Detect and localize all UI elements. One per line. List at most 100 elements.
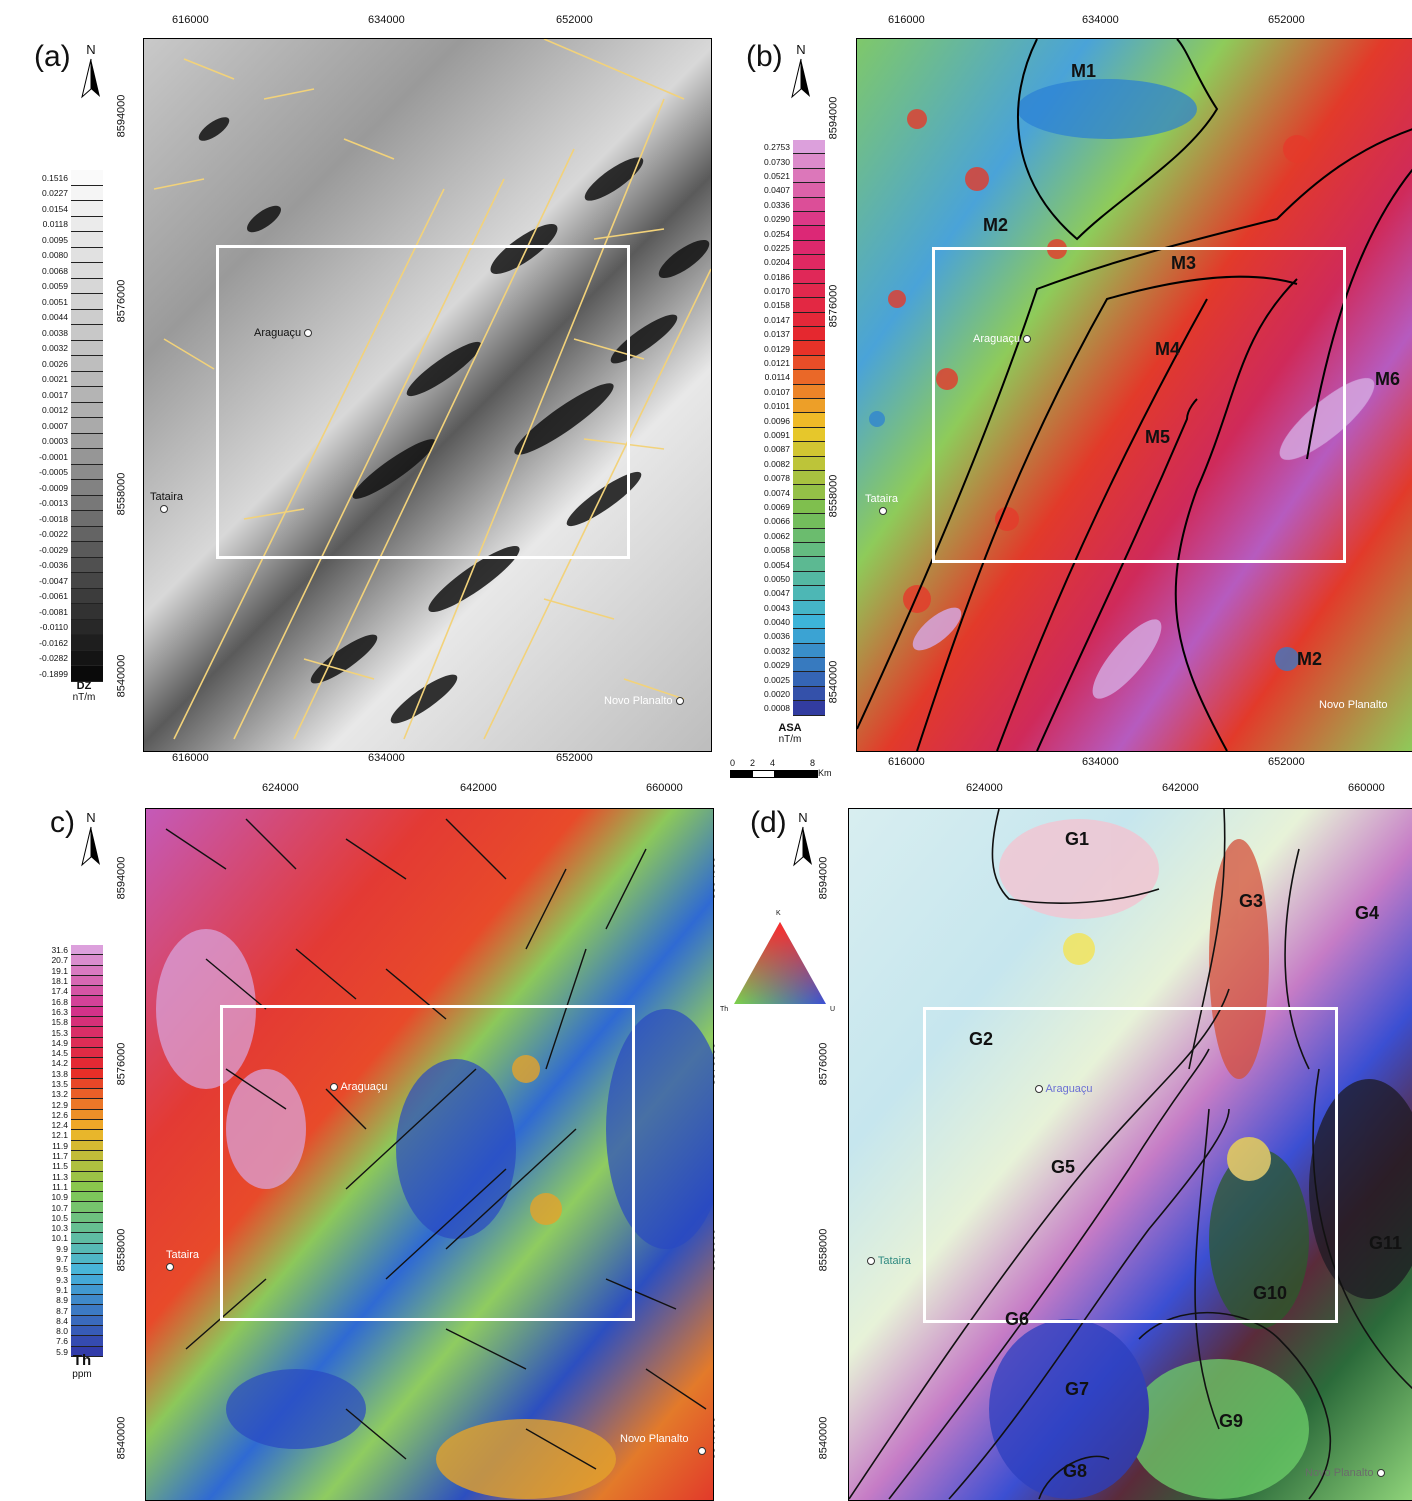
legend-unit: nT/m [72,692,96,703]
legend-entry: 0.0068 [24,263,103,279]
legend-swatch [71,449,103,465]
legend-entry-label: 12.4 [51,1120,68,1131]
legend-entry: 0.0407 [746,183,825,198]
legend-entry: 11.5 [24,1161,103,1172]
legend-entry: -0.0110 [24,619,103,635]
legend-entry-label: 0.0154 [42,203,68,214]
legend-entry: 0.0026 [24,356,103,372]
legend-entry: 0.0129 [746,341,825,356]
legend-entry: 0.0008 [746,701,825,716]
legend-entry-label: 0.0080 [42,250,68,261]
legend-entry: 8.7 [24,1305,103,1316]
tick-top-c-2: 642000 [460,782,497,794]
town-label: Novo Planalto [620,1433,689,1445]
legend-entry-label: 16.8 [51,996,68,1007]
legend-entry: 0.0336 [746,197,825,212]
legend-entry-label: 0.0407 [764,185,790,196]
legend-swatch [793,355,825,371]
tick-left-a-3: 8558000 [115,472,128,516]
tick-left-b-1: 8594000 [827,96,840,140]
legend-entry: 0.0012 [24,402,103,418]
north-label: N [86,810,96,825]
legend-asa-title: ASA nT/m [770,722,810,745]
legend-entry-label: 0.0032 [42,343,68,354]
legend-entry-label: 0.2753 [764,142,790,153]
legend-swatch [793,643,825,659]
legend-entry-label: 18.1 [51,976,68,987]
legend-entry: 0.0114 [746,370,825,385]
town-araguacu-c: Araguaçu [330,1081,388,1093]
legend-entry-label: 0.0047 [764,588,790,599]
legend-entry-label: 0.0036 [764,631,790,642]
legend-entry-label: 0.0227 [42,188,68,199]
tick-left-c-3: 8558000 [115,1228,128,1272]
legend-entry: 9.7 [24,1253,103,1265]
legend-swatch [71,1295,103,1306]
domain-m5: M5 [1145,427,1171,447]
legend-swatch [793,427,825,443]
legend-entry-label: 0.0158 [764,300,790,311]
legend-unit: nT/m [778,734,802,745]
legend-swatch [793,629,825,644]
legend-swatch [71,1325,103,1337]
legend-swatch [71,1253,103,1265]
gamma-map: G1 G2 G3 G4 G5 G6 G7 G8 G9 G10 G11 Aragu… [848,808,1412,1501]
town-marker [160,505,168,514]
legend-entry: 0.0091 [746,427,825,443]
town-tataira-a: Tataira [150,491,183,515]
tick-top-a-1: 616000 [172,14,209,26]
legend-entry-label: 11.3 [52,1171,68,1182]
town-marker [1023,335,1032,344]
legend-entry: 0.0078 [746,470,825,486]
legend-entry: 11.3 [24,1171,103,1182]
legend-entry-label: 10.9 [51,1192,68,1203]
legend-swatch [71,387,103,403]
legend-swatch [793,341,825,356]
legend-swatch [71,216,103,232]
legend-entry: 14.2 [24,1058,103,1069]
legend-swatch [71,1089,103,1100]
north-arrow-icon [793,826,812,867]
legend-swatch [793,658,825,673]
legend-entry-label: 0.0043 [764,602,790,613]
legend-entry-label: 31.6 [51,945,68,956]
legend-title: Th [72,1352,92,1369]
legend-entry-label: 8.4 [56,1315,68,1326]
legend-entry: 0.0118 [24,216,103,232]
legend-entry-label: 0.0114 [764,372,790,383]
town-marker [867,1257,875,1266]
legend-entry: -0.0036 [24,557,103,573]
legend-entry-label: 0.0003 [42,436,68,447]
tick-left-a-1: 8594000 [115,94,128,138]
legend-entry-label: 10.5 [51,1212,68,1223]
legend-entry: 0.0007 [24,418,103,434]
legend-entry-label: 9.1 [56,1284,68,1295]
tick-top-c-3: 660000 [646,782,683,794]
legend-swatch [71,309,103,325]
town-marker [698,1447,706,1456]
legend-entry: 0.0225 [746,240,825,256]
legend-entry: -0.0005 [24,464,103,480]
legend-entry-label: 15.3 [51,1027,68,1038]
town-label: Tataira [877,1255,911,1267]
legend-entry: 15.3 [24,1027,103,1038]
legend-swatch [793,140,825,155]
legend-swatch [793,528,825,543]
legend-dz-title: DZ nT/m [64,680,104,703]
legend-entry-label: 10.1 [51,1233,68,1244]
legend-swatch [793,586,825,601]
legend-entry-label: -0.0036 [39,560,68,571]
scale-bar-graphic [730,770,818,778]
legend-entry-label: 0.0012 [42,405,68,416]
tick-left-b-3: 8558000 [827,474,840,518]
legend-entry: 14.5 [24,1047,103,1059]
legend-swatch [71,1315,103,1326]
town-marker [879,507,887,516]
legend-entry: 0.0069 [746,499,825,515]
legend-swatch [793,384,825,400]
legend-entry: 10.1 [24,1233,103,1244]
legend-entry: 10.7 [24,1202,103,1213]
domain-m1: M1 [1071,61,1097,81]
legend-swatch [71,965,103,976]
legend-entry-label: 0.0095 [42,234,68,245]
